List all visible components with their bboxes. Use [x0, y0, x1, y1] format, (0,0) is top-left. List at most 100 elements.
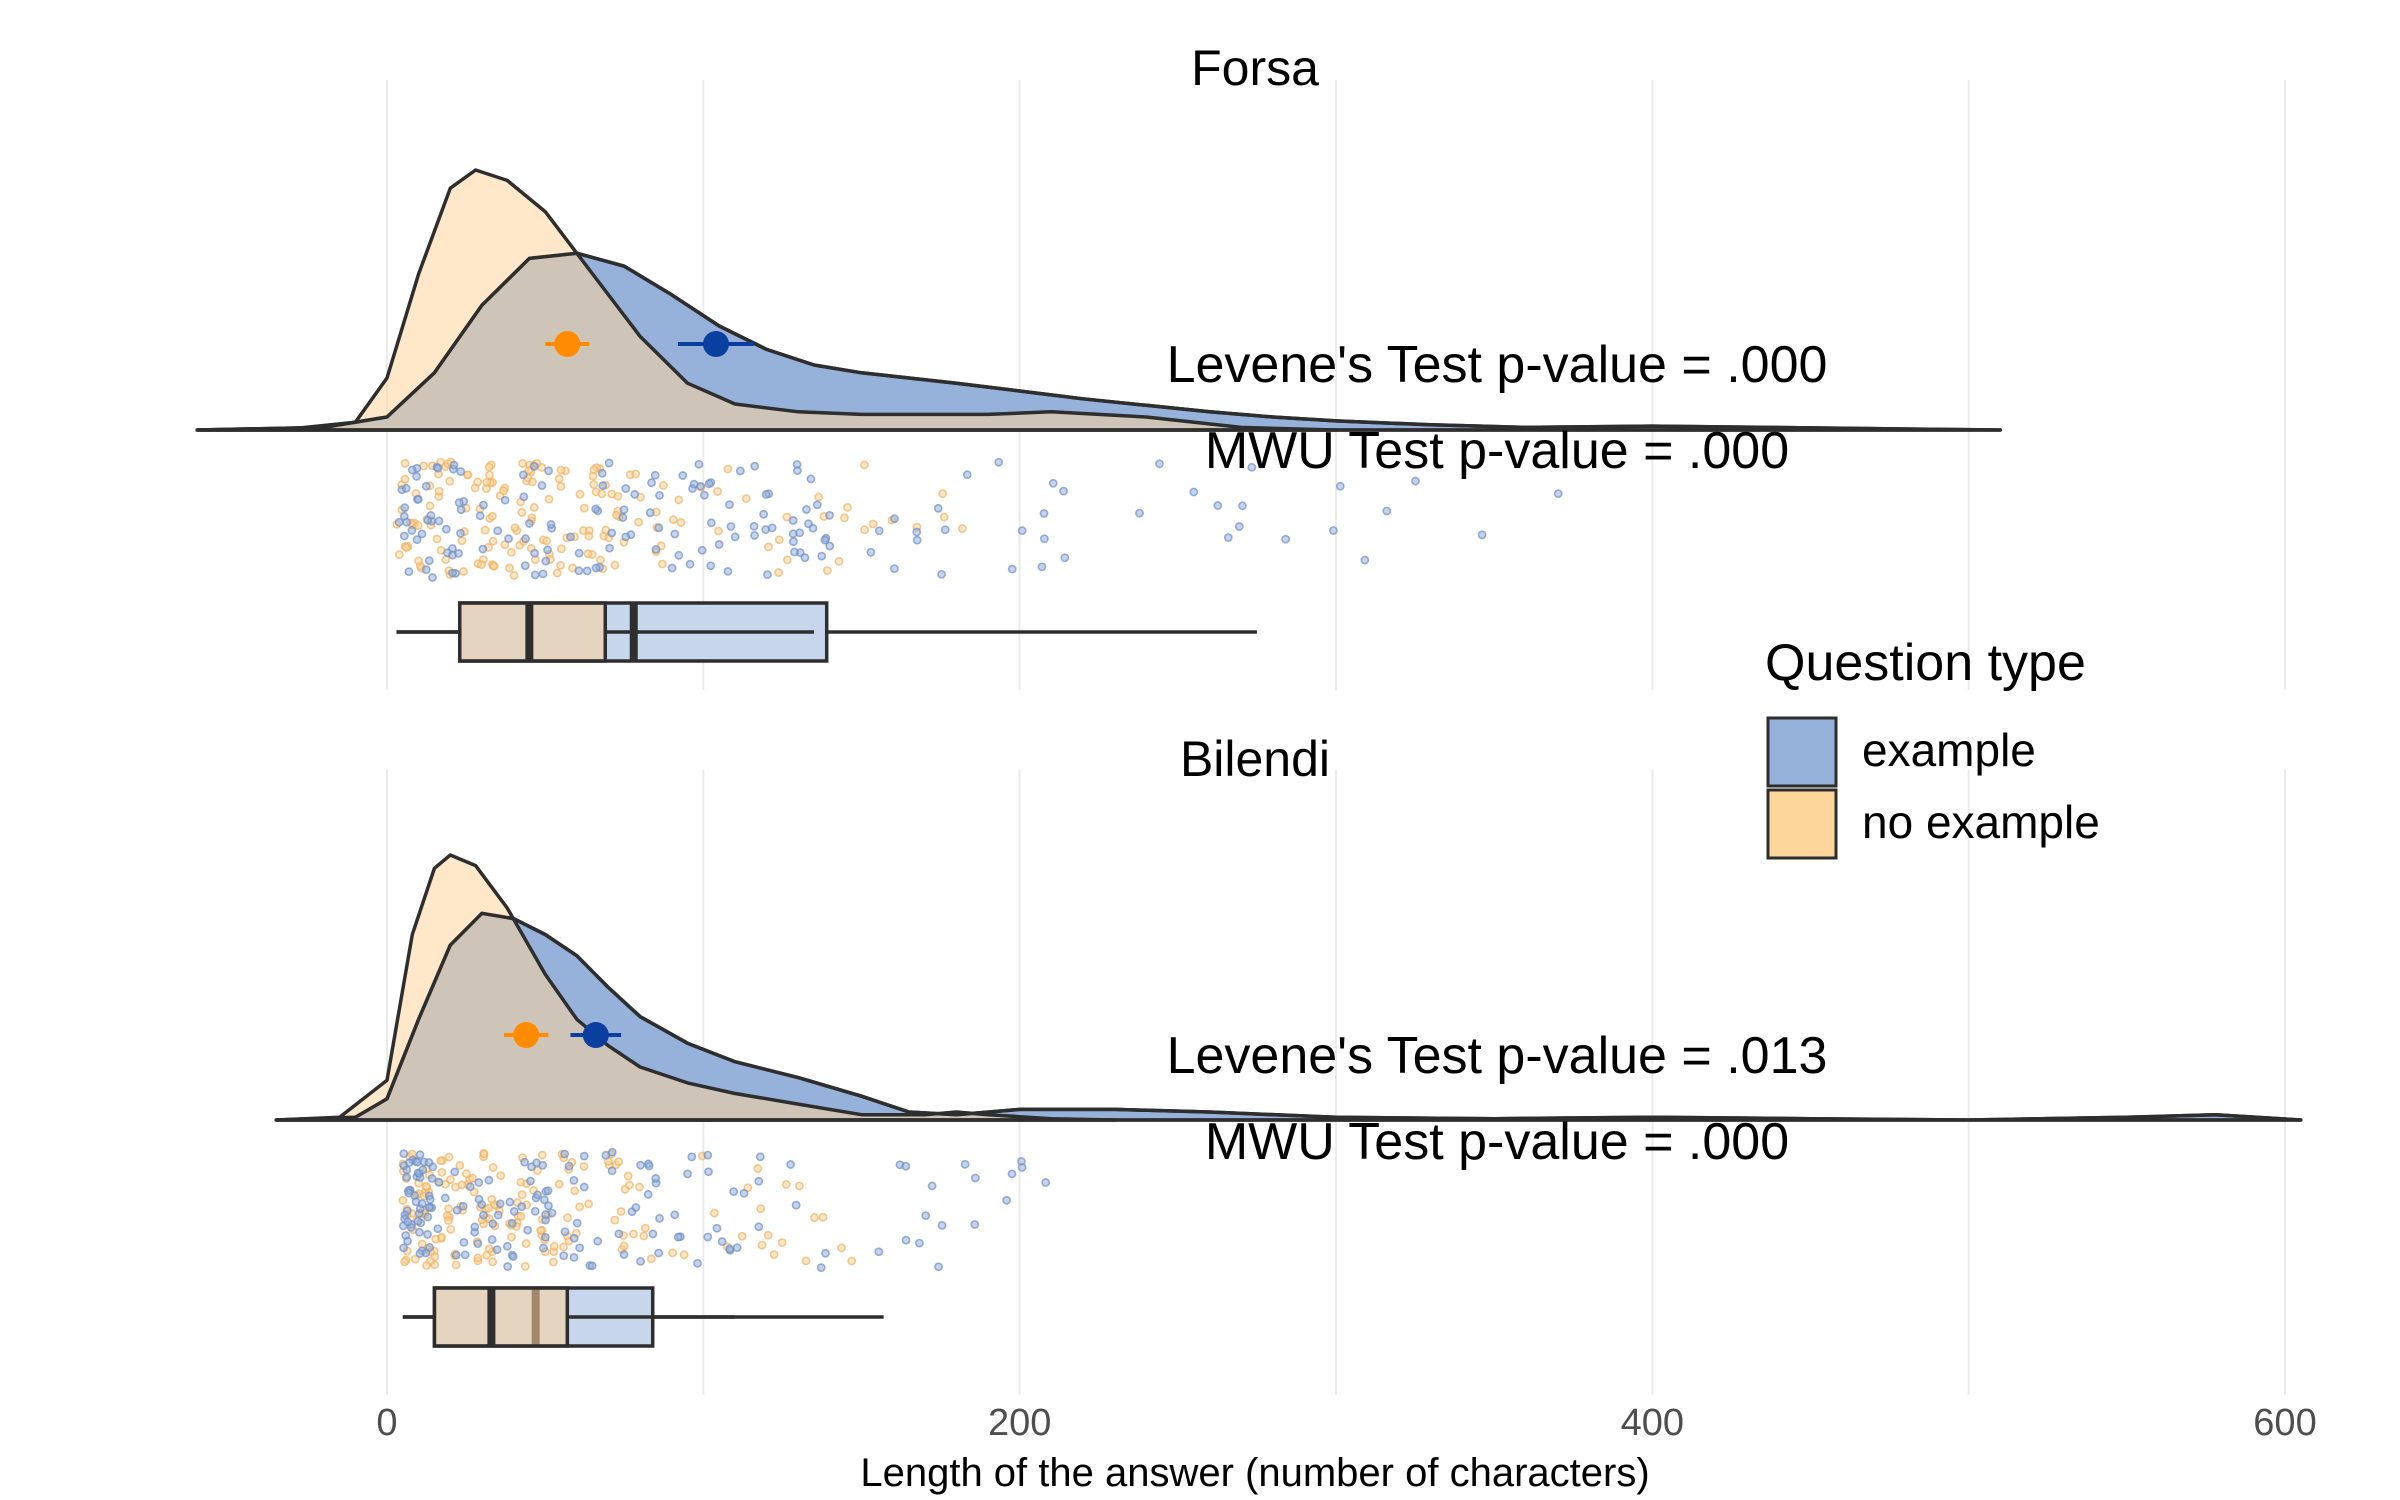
rain-point-example	[412, 535, 422, 545]
rain-point-no-example	[589, 480, 599, 489]
rain-point-example	[1017, 526, 1027, 535]
rain-point-example	[478, 544, 488, 554]
rain-point-example	[937, 569, 946, 579]
rain-point-example	[685, 559, 695, 569]
rain-point-example	[415, 1249, 425, 1258]
rain-point-no-example	[810, 1213, 819, 1222]
box-no-example-box	[432, 1286, 570, 1348]
levene-annotation-bilendi: Levene's Test p-value = .013	[1167, 1027, 1828, 1085]
density-example-outline	[195, 251, 2003, 432]
rain-point-example	[402, 517, 412, 527]
legend-title: Question type	[1765, 634, 2086, 692]
rain-point-example	[934, 1262, 943, 1272]
rain-point-no-example	[441, 555, 451, 565]
rain-point-no-example	[473, 477, 483, 487]
rain-point-example	[538, 1160, 548, 1170]
rain-point-no-example	[847, 1256, 857, 1266]
rain-point-no-example	[537, 462, 547, 472]
rain-point-no-example	[868, 519, 878, 529]
rain-point-example	[401, 483, 411, 493]
rain-point-no-example	[506, 547, 516, 557]
rain-point-example	[739, 1188, 749, 1198]
rain-point-example	[706, 518, 716, 528]
rain-point-example	[673, 1232, 683, 1242]
rain-point-example	[504, 534, 513, 544]
example-mean	[702, 331, 729, 357]
rain-point-example	[650, 470, 660, 480]
rain-point-example	[598, 481, 608, 491]
rain-point-no-example	[579, 503, 589, 513]
legend-label-example: example	[1862, 724, 2036, 776]
rain-point-no-example	[814, 492, 824, 502]
rain-point-example	[500, 495, 510, 505]
rain-point-example	[729, 1187, 739, 1197]
rain-point-no-example	[482, 477, 492, 487]
rain-point-example	[912, 535, 922, 545]
rain-point-no-example	[674, 495, 684, 505]
rain-point-no-example	[822, 566, 832, 575]
rain-point-no-example	[413, 521, 423, 531]
rain-point-example	[460, 1250, 470, 1260]
rain-point-example	[418, 1165, 428, 1175]
rain-point-example	[451, 1250, 461, 1260]
rain-point-no-example	[709, 1208, 719, 1218]
rain-point-example	[962, 470, 972, 480]
rain-point-no-example	[484, 1244, 494, 1254]
rain-point-example	[761, 490, 771, 499]
rain-point-no-example	[668, 515, 678, 525]
rain-point-no-example	[400, 1257, 410, 1267]
rain-point-no-example	[400, 458, 410, 468]
rain-point-example	[874, 1247, 884, 1257]
rain-point-no-example	[723, 464, 733, 474]
rain-point-example	[927, 1181, 937, 1191]
rain-point-example	[421, 481, 431, 491]
rain-point-example	[434, 1177, 444, 1187]
rain-point-no-example	[444, 1204, 454, 1214]
rain-point-no-example	[563, 1213, 572, 1223]
rain-point-example	[788, 529, 798, 539]
rain-point-example	[1238, 501, 1247, 511]
rain-point-no-example	[479, 1149, 489, 1159]
rain-point-example	[1553, 489, 1563, 499]
rain-point-example	[454, 498, 464, 508]
rain-point-example	[449, 460, 459, 470]
rain-point-no-example	[414, 556, 423, 566]
no-example-mean	[554, 331, 581, 357]
rain-point-example	[424, 556, 434, 566]
rain-point-example	[423, 1212, 433, 1222]
rain-point-example	[912, 527, 922, 537]
rain-point-example	[569, 1252, 579, 1262]
rain-point-no-example	[421, 1181, 431, 1191]
rain-point-example	[530, 548, 540, 558]
rain-point-no-example	[468, 1173, 477, 1183]
rain-point-no-example	[834, 556, 844, 566]
rain-point-no-example	[432, 534, 442, 544]
rain-point-example	[723, 567, 733, 576]
rain-point-example	[678, 471, 688, 480]
x-axis-ticks: 0 200 400 600	[376, 1402, 2316, 1444]
rain-point-example	[529, 462, 539, 471]
rain-point-no-example	[676, 518, 686, 527]
rain-point-no-example	[487, 511, 497, 521]
rain-point-example	[470, 1222, 480, 1232]
rain-point-no-example	[741, 494, 751, 503]
rain-point-example	[915, 1238, 924, 1248]
rain-point-example	[579, 1182, 589, 1192]
rain-point-example	[618, 513, 628, 522]
rain-point-example	[790, 547, 799, 557]
rain-point-example	[537, 481, 547, 490]
rain-point-example	[614, 1229, 624, 1239]
rain-point-example	[544, 1201, 553, 1211]
rain-point-no-example	[445, 476, 455, 486]
rain-point-example	[1041, 1178, 1051, 1187]
rain-point-example	[1223, 533, 1233, 542]
rain-point-no-example	[646, 1254, 656, 1264]
rain-point-no-example	[610, 560, 620, 570]
rain-point-example	[569, 1233, 579, 1243]
rain-point-example	[735, 466, 745, 476]
rain-point-example	[667, 563, 677, 573]
rain-point-example	[1213, 501, 1223, 510]
rain-point-no-example	[451, 1182, 460, 1192]
rain-point-example	[786, 1160, 796, 1169]
rain-point-no-example	[537, 1150, 547, 1160]
